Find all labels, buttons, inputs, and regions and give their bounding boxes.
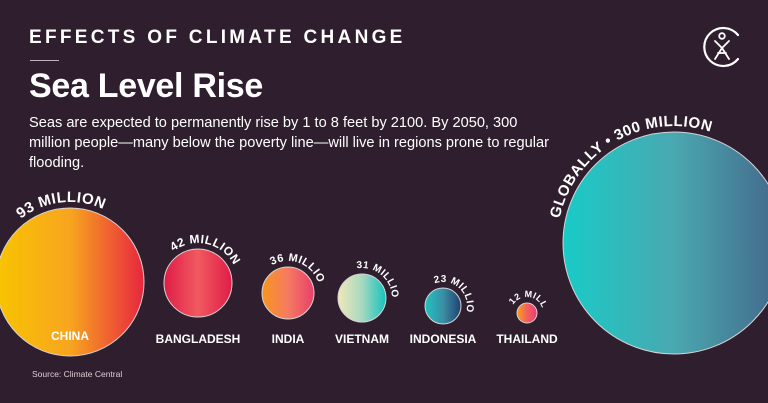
bubble-country-label: BANGLADESH [156,332,241,346]
bubble-country-label: INDONESIA [410,332,477,346]
bubble-circle [163,248,233,318]
description-text: Seas are expected to permanently rise by… [29,115,549,171]
bubble-country-label: INDIA [272,332,305,346]
source-note: Source: Climate Central [32,369,123,379]
bubble-circle [0,207,145,357]
bubble-circle [424,287,462,325]
bubble-circle [516,302,538,324]
heading-divider [30,60,59,61]
page-title: Sea Level Rise [29,67,263,105]
bubble-country-label: CHINA [51,329,89,343]
bubble-circle [337,273,387,323]
bubble-globally: GLOBALLY • 300 MILLION [547,113,768,355]
person-in-circle-logo-icon [703,26,740,68]
kicker-heading: EFFECTS OF CLIMATE CHANGE [29,27,406,48]
bubble-circle [562,131,768,355]
bubble-circle [261,266,315,320]
bubble-country-label: VIETNAM [335,332,389,346]
bubble-country-label: THAILAND [496,332,558,346]
